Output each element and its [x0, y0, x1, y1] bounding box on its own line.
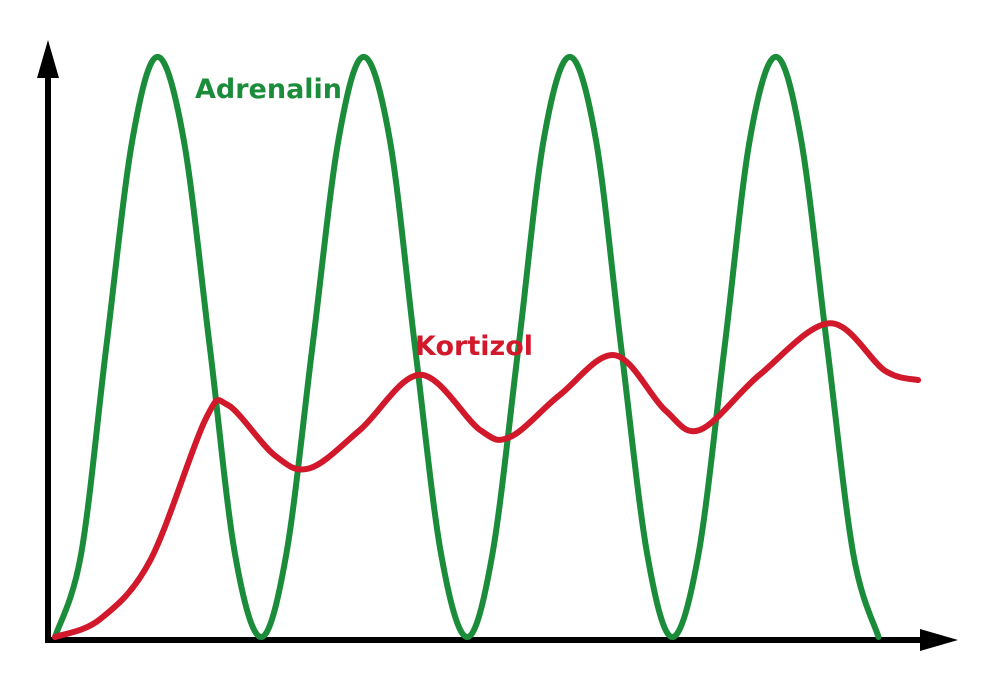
plot-area	[52, 53, 922, 640]
x-axis-arrow	[920, 629, 958, 651]
series-line	[52, 53, 882, 640]
series-label: Adrenalin	[195, 74, 342, 105]
series-line	[52, 320, 922, 640]
series-label: Kortizol	[415, 331, 533, 362]
y-axis-arrow	[37, 40, 59, 78]
